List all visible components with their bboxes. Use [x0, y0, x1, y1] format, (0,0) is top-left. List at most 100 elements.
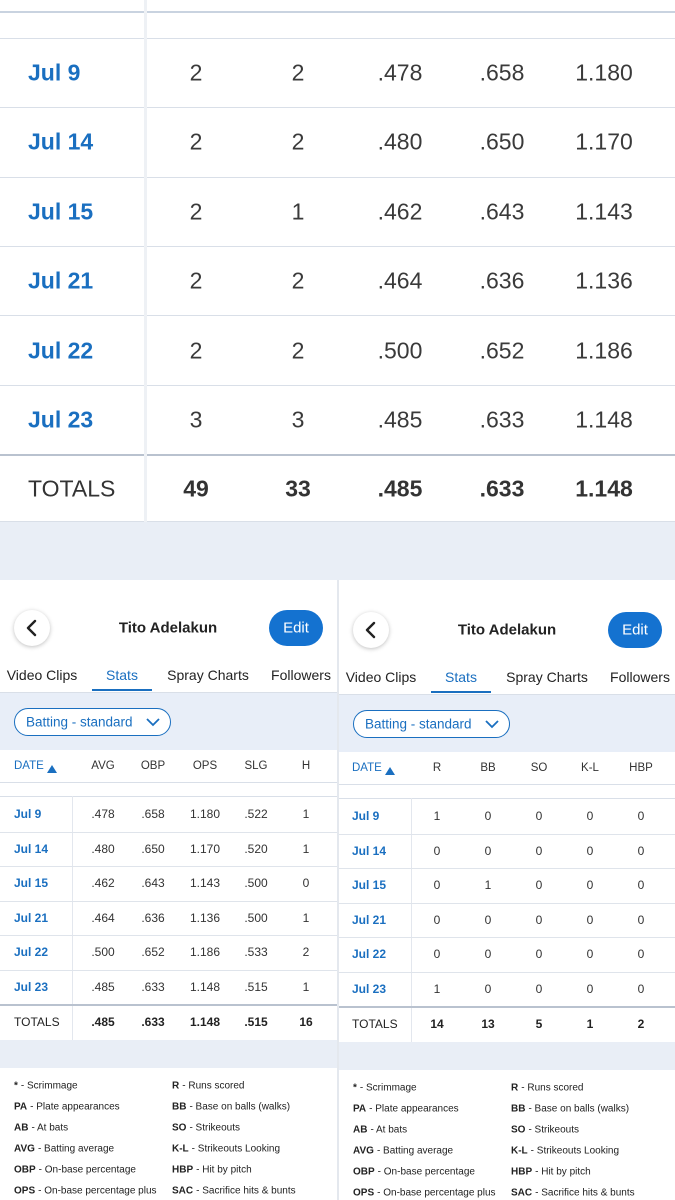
divider	[0, 385, 675, 386]
tab[interactable]: Followers	[610, 669, 670, 685]
tab[interactable]: Stats	[106, 667, 138, 683]
column-header[interactable]: R	[432, 762, 442, 774]
edit-button-label[interactable]: Edit	[622, 621, 648, 639]
legend-text: - On-base percentage plus	[377, 1187, 496, 1199]
date-link[interactable]: Jul 22	[352, 947, 387, 962]
date-link[interactable]: Jul 14	[14, 841, 49, 856]
stat-cell: 0	[586, 878, 594, 893]
divider	[339, 784, 675, 785]
tab[interactable]: Followers	[271, 667, 331, 683]
legend-abbr: K-L	[172, 1143, 189, 1155]
date-link[interactable]: Jul 14	[352, 843, 387, 858]
stat-cell: 0	[637, 843, 645, 858]
legend-abbr: K-L	[511, 1145, 528, 1157]
total-cell: 13	[481, 1017, 495, 1031]
tab[interactable]: Video Clips	[345, 669, 417, 685]
column-header[interactable]: OBP	[140, 760, 166, 772]
legend-abbr: AVG	[353, 1145, 374, 1157]
stat-cell: 1	[302, 910, 310, 925]
legend-text: - Base on balls (walks)	[189, 1101, 291, 1113]
date-link[interactable]: Jul 21	[352, 912, 387, 927]
date-link[interactable]: Jul 21	[28, 267, 94, 294]
date-link[interactable]: Jul 14	[28, 128, 94, 155]
tab[interactable]: Spray Charts	[167, 667, 249, 683]
date-link[interactable]: Jul 22	[14, 945, 49, 960]
dropdown[interactable]	[14, 708, 171, 736]
divider	[339, 798, 675, 799]
divider	[0, 246, 675, 247]
date-link[interactable]: Jul 15	[28, 198, 94, 225]
back-button[interactable]	[14, 610, 50, 646]
spacer	[339, 1042, 675, 1070]
tab[interactable]: Video Clips	[6, 667, 78, 683]
back-button[interactable]	[353, 612, 389, 648]
dropdown-label[interactable]: Batting - standard	[26, 714, 133, 730]
column-header[interactable]: SO	[530, 762, 548, 774]
stat-cell: 1	[302, 807, 310, 821]
legend-abbr: *	[14, 1080, 18, 1092]
column-header[interactable]: DATE	[14, 760, 44, 772]
column-header[interactable]: SLG	[244, 760, 268, 772]
stat-cell: 1.186	[189, 945, 221, 960]
date-link[interactable]: Jul 15	[14, 876, 49, 891]
stat-cell: .658	[479, 59, 525, 86]
edit-button[interactable]	[608, 612, 662, 648]
divider	[0, 900, 337, 902]
stat-cell: 0	[484, 912, 492, 927]
tab[interactable]: Stats	[445, 669, 477, 685]
edit-button[interactable]	[269, 610, 323, 646]
legend-abbr: SAC	[511, 1187, 533, 1199]
edit-button-label[interactable]: Edit	[283, 619, 309, 637]
legend-text: - Strikeouts	[189, 1122, 241, 1134]
legend-abbr: R	[172, 1080, 180, 1092]
date-link[interactable]: Jul 15	[352, 878, 387, 893]
stat-cell: 1.143	[189, 876, 221, 891]
stat-cell: 1.170	[189, 841, 221, 856]
dropdown[interactable]	[353, 710, 510, 738]
legend-abbr: OPS	[14, 1185, 36, 1197]
date-link[interactable]: Jul 9	[28, 59, 81, 86]
column-header[interactable]: BB	[480, 762, 496, 774]
stat-cell: 3	[189, 406, 203, 433]
divider	[0, 935, 337, 937]
stat-cell: .500	[377, 337, 423, 364]
stat-cell: 0	[637, 912, 645, 927]
divider	[0, 831, 337, 833]
column-header[interactable]: AVG	[91, 760, 115, 772]
divider	[337, 580, 339, 1200]
legend-text: - On-base percentage	[38, 1164, 136, 1176]
stat-cell: .478	[91, 807, 115, 821]
stat-cell: 0	[637, 878, 645, 893]
legend-text: - Batting average	[37, 1143, 115, 1155]
date-link[interactable]: Jul 9	[352, 809, 380, 823]
date-link[interactable]: Jul 23	[28, 406, 94, 433]
column-header[interactable]: HBP	[629, 762, 653, 774]
back-icon	[26, 619, 37, 637]
total-cell: .485	[91, 1015, 115, 1029]
legend-text: - Strikeouts	[528, 1124, 580, 1136]
dropdown-label[interactable]: Batting - standard	[365, 716, 472, 732]
legend-text: - Scrimmage	[359, 1082, 417, 1094]
legend-text: - Plate appearances	[30, 1101, 120, 1113]
stat-cell: 2	[291, 128, 305, 155]
date-link[interactable]: Jul 21	[14, 910, 49, 925]
legend-text: - At bats	[370, 1124, 408, 1136]
legend-text: - Sacrifice hits & bunts	[196, 1185, 296, 1197]
divider	[0, 692, 337, 693]
date-link[interactable]: Jul 9	[14, 807, 42, 821]
stat-cell: 2	[189, 267, 203, 294]
divider	[0, 521, 675, 522]
column-header[interactable]: K-L	[581, 762, 599, 774]
stat-cell: 0	[535, 809, 543, 823]
stat-cell: 2	[189, 59, 203, 86]
tab[interactable]: Spray Charts	[506, 669, 588, 685]
column-header[interactable]: OPS	[192, 760, 218, 772]
date-link[interactable]: Jul 23	[352, 982, 387, 996]
date-link[interactable]: Jul 22	[28, 337, 94, 364]
column-header[interactable]: DATE	[352, 762, 382, 774]
column-header[interactable]: H	[301, 760, 311, 772]
divider	[411, 798, 412, 1042]
date-link[interactable]: Jul 23	[14, 980, 49, 994]
stat-cell: 1.180	[575, 59, 633, 86]
total-cell: 2	[637, 1017, 645, 1031]
